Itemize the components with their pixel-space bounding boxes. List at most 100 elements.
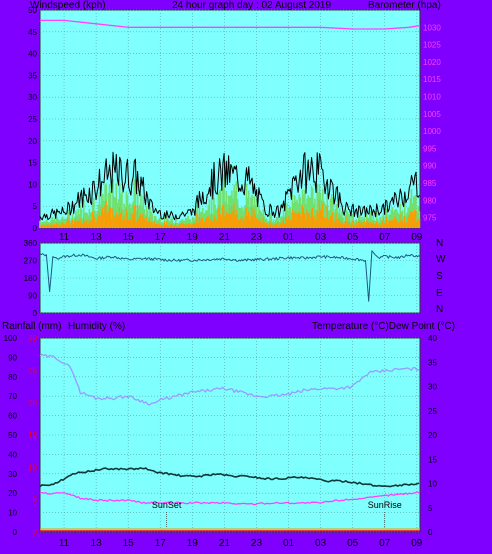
humidity-y-tick-80: 80 [8,373,17,382]
barometer-line [40,19,421,30]
wind-y-tick-20: 20 [28,137,37,146]
wind-y-tick-5: 5 [33,202,38,211]
th-x-tick-23: 23 [251,538,263,549]
barometer-y-tick-1010: 1010 [423,93,441,102]
wind-x-tick-03: 03 [315,232,327,243]
humidity-y-tick-60: 60 [8,412,17,421]
th-x-tick-13: 13 [91,538,103,549]
barometer-y-tick-995: 995 [423,144,437,153]
rain-y-tick-30: 30 [28,334,37,343]
barometer-y-tick-1025: 1025 [423,41,441,50]
barometer-y-tick-1000: 1000 [423,127,441,136]
th-x-tick-15: 15 [123,538,135,549]
barometer-y-tick-1005: 1005 [423,110,441,119]
rain-y-tick-10: 10 [28,463,37,472]
wind-y-tick-40: 40 [28,50,37,59]
wind-x-tick-11: 11 [59,232,70,243]
th-x-tick-19: 19 [187,538,199,549]
temperature-axis-title: Temperature (°C)Dew Point (°C) [312,321,456,332]
wind-x-tick-05: 05 [347,232,359,243]
wind-y-tick-0: 0 [33,224,38,233]
barometer-y-tick-980: 980 [423,196,437,205]
humidity-y-tick-40: 40 [8,450,17,459]
barometer-y-tick-1015: 1015 [423,75,441,84]
temperature-y-tick-40: 40 [428,334,437,343]
humidity-y-tick-20: 20 [8,489,17,498]
temperature-y-tick-5: 5 [428,504,433,513]
th-x-tick-03: 03 [315,538,327,549]
barometer-y-tick-990: 990 [423,162,437,171]
rain-y-tick-15: 15 [28,431,37,440]
wind-x-tick-07: 07 [379,232,391,243]
direction-y-tick-180: 180 [24,274,38,283]
wind-x-tick-15: 15 [123,232,135,243]
humidity-y-tick-50: 50 [8,431,17,440]
wind-y-tick-50: 50 [28,6,37,15]
barometer-y-tick-975: 975 [423,214,437,223]
rain-y-tick-20: 20 [28,399,37,408]
th-x-tick-05: 05 [347,538,359,549]
wind-y-tick-35: 35 [28,71,37,80]
wind-y-tick-15: 15 [28,159,37,168]
wind-x-tick-17: 17 [155,232,167,243]
temperature-y-tick-0: 0 [428,528,433,537]
temperature-y-tick-35: 35 [428,358,437,367]
th-x-tick-21: 21 [219,538,231,549]
direction-label-east: E [436,288,443,299]
th-x-tick-11: 11 [59,538,70,549]
direction-y-tick-90: 90 [28,292,37,301]
direction-y-tick-270: 270 [24,257,38,266]
windspeed-axis-title: Windspeed (kph) [30,0,106,11]
rainfall-axis-title: Rainfall (mm) [2,321,62,332]
humidity-y-tick-0: 0 [13,528,18,537]
temperature-y-tick-15: 15 [428,455,437,464]
rain-y-tick-0: 0 [33,528,38,537]
barometer-y-tick-1020: 1020 [423,58,441,67]
humidity-y-tick-10: 10 [8,509,17,518]
rain-y-tick-25: 25 [28,366,37,375]
temperature-y-tick-20: 20 [428,431,437,440]
barometer-y-tick-985: 985 [423,179,437,188]
wind-y-tick-25: 25 [28,115,37,124]
direction-label-north-bottom: N [436,304,444,315]
humidity-line [39,353,420,406]
sunset-marker: SunSet [152,500,182,510]
direction-y-tick-0: 0 [33,309,38,318]
th-x-tick-09: 09 [411,538,423,549]
wind-y-tick-30: 30 [28,93,37,102]
wind-x-tick-09: 09 [411,232,423,243]
direction-y-tick-360: 360 [24,239,38,248]
wind-x-tick-01: 01 [283,232,295,243]
wind-y-tick-10: 10 [28,180,37,189]
humidity-y-tick-90: 90 [8,353,17,362]
direction-label-south: S [436,271,443,282]
temperature-y-tick-25: 25 [428,407,437,416]
wind-gust-line [39,151,420,221]
sunrise-marker: SunRise [368,500,402,510]
humidity-y-tick-70: 70 [8,392,17,401]
wind-x-tick-23: 23 [251,232,263,243]
temperature-y-tick-30: 30 [428,383,437,392]
wind-direction-line [39,250,421,302]
wind-series-group [39,174,421,228]
wind-x-tick-19: 19 [187,232,199,243]
wind-x-tick-21: 21 [219,232,231,243]
direction-label-west: W [436,254,446,265]
direction-label-north-top: N [436,238,444,249]
humidity-y-tick-30: 30 [8,470,17,479]
temperature-y-tick-10: 10 [428,480,437,489]
graph-title: 24 hour graph day : 02 August 2019 [172,0,332,11]
humidity-axis-title: Humidity (%) [68,321,126,332]
wind-x-tick-13: 13 [91,232,103,243]
humidity-y-tick-100: 100 [4,334,18,343]
barometer-y-tick-1030: 1030 [423,23,441,32]
th-x-tick-01: 01 [283,538,295,549]
rain-y-tick-5: 5 [33,496,38,505]
wind-y-tick-45: 45 [28,28,37,37]
barometer-axis-title: Barometer (hpa) [368,0,441,11]
temperature-line [39,467,420,488]
dewpoint-line [39,491,420,506]
th-x-tick-17: 17 [155,538,167,549]
